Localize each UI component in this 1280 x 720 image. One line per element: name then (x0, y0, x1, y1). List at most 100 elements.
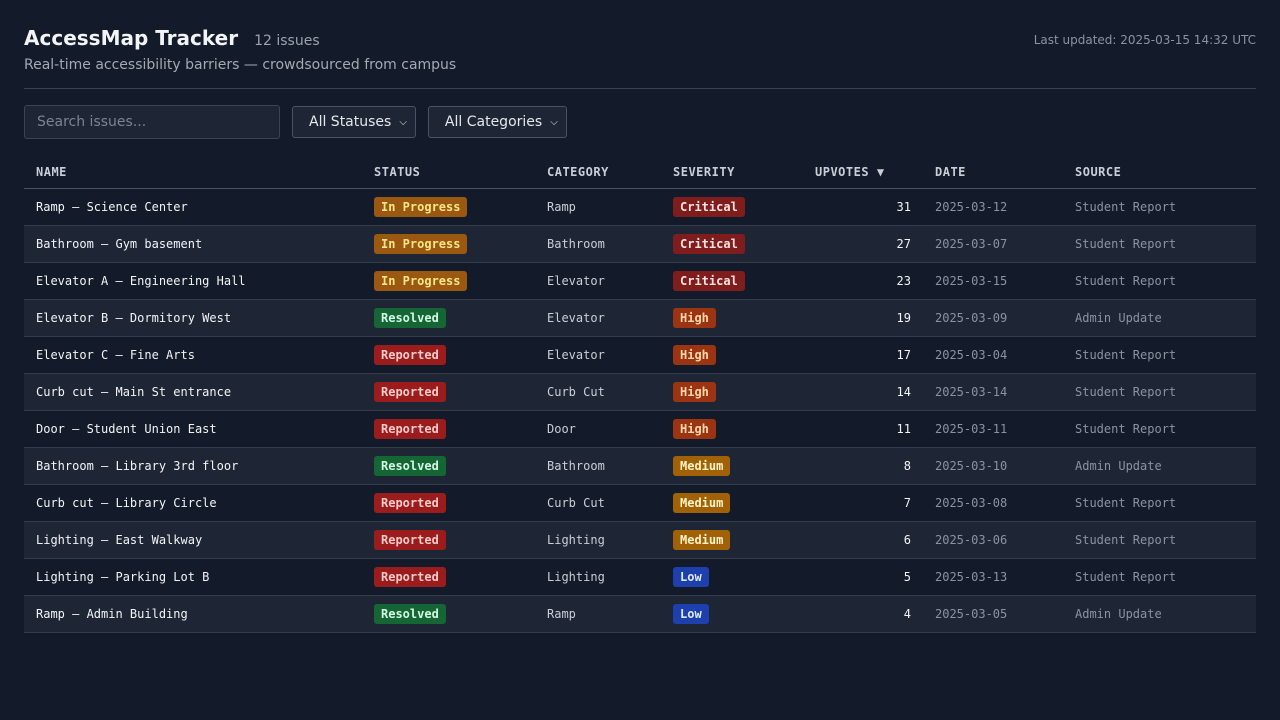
app-root: AccessMap Tracker 12 issues Last updated… (24, 0, 1256, 633)
search-input[interactable] (24, 105, 280, 139)
issue-source: Student Report (1063, 558, 1256, 596)
status-cell: Resolved (362, 299, 535, 337)
status-cell: Reported (362, 410, 535, 448)
issue-date: 2025-03-06 (923, 521, 1063, 559)
issue-name: Elevator C – Fine Arts (24, 336, 362, 374)
status-badge: In Progress (374, 197, 468, 217)
issue-category: Elevator (535, 336, 661, 374)
table-row[interactable]: Door – Student Union East Reported Door Hig… (24, 410, 1256, 448)
chevron-down-icon: ⌵ (399, 116, 407, 128)
column-header-date[interactable]: DATE (923, 155, 1063, 189)
issue-category: Ramp (535, 595, 661, 633)
page-header: AccessMap Tracker 12 issues Last updated… (24, 0, 1256, 89)
category-filter-select[interactable]: All Categories ⌵ (427, 106, 567, 138)
upvote-count: 6 (803, 521, 923, 559)
status-badge: In Progress (374, 271, 468, 291)
severity-cell: Low (661, 595, 803, 633)
issue-name: Curb cut – Main St entrance (24, 373, 362, 411)
issue-count: 12 issues (254, 33, 320, 49)
severity-badge: Low (673, 604, 709, 624)
column-header-category[interactable]: CATEGORY (535, 155, 661, 189)
issue-name: Ramp – Science Center (24, 188, 362, 226)
column-header-name[interactable]: NAME (24, 155, 362, 189)
issue-source: Student Report (1063, 188, 1256, 226)
severity-cell: High (661, 373, 803, 411)
severity-cell: Critical (661, 188, 803, 226)
column-header-status[interactable]: STATUS (362, 155, 535, 189)
severity-cell: Critical (661, 225, 803, 263)
last-updated-timestamp: Last updated: 2025-03-15 14:32 UTC (1033, 33, 1256, 47)
issue-source: Student Report (1063, 373, 1256, 411)
severity-cell: Low (661, 558, 803, 596)
severity-cell: Medium (661, 484, 803, 522)
issue-name: Elevator A – Engineering Hall (24, 262, 362, 300)
severity-badge: Critical (673, 234, 745, 254)
upvote-count: 23 (803, 262, 923, 300)
issue-category: Elevator (535, 262, 661, 300)
status-cell: Reported (362, 484, 535, 522)
table-row[interactable]: Ramp – Science Center In Progress Ramp Crit… (24, 188, 1256, 226)
status-badge: Reported (374, 530, 446, 550)
upvote-count: 19 (803, 299, 923, 337)
table-header-row: NAME STATUS CATEGORY SEVERITY UPVOTES ▼ … (24, 155, 1256, 189)
issue-category: Lighting (535, 558, 661, 596)
status-badge: Resolved (374, 456, 446, 476)
status-badge: Reported (374, 419, 446, 439)
issue-category: Bathroom (535, 225, 661, 263)
upvote-count: 8 (803, 447, 923, 485)
severity-badge: High (673, 345, 716, 365)
upvote-count: 17 (803, 336, 923, 374)
column-header-upvotes[interactable]: UPVOTES ▼ (803, 155, 923, 189)
severity-badge: High (673, 382, 716, 402)
issue-date: 2025-03-07 (923, 225, 1063, 263)
status-badge: Resolved (374, 308, 446, 328)
severity-badge: High (673, 308, 716, 328)
severity-cell: Medium (661, 447, 803, 485)
issue-category: Curb Cut (535, 484, 661, 522)
column-header-source[interactable]: SOURCE (1063, 155, 1256, 189)
table-row[interactable]: Elevator C – Fine Arts Reported Elevator Hi… (24, 336, 1256, 374)
table-row[interactable]: Lighting – Parking Lot B Reported Lighting… (24, 558, 1256, 596)
issue-source: Admin Update (1063, 595, 1256, 633)
status-badge: In Progress (374, 234, 468, 254)
issue-date: 2025-03-09 (923, 299, 1063, 337)
issues-table: NAME STATUS CATEGORY SEVERITY UPVOTES ▼ … (24, 155, 1256, 633)
status-cell: Reported (362, 558, 535, 596)
table-row[interactable]: Ramp – Admin Building Resolved Ramp Low 4 202… (24, 595, 1256, 633)
upvote-count: 11 (803, 410, 923, 448)
table-row[interactable]: Lighting – East Walkway Reported Lighting M… (24, 521, 1256, 559)
upvote-count: 4 (803, 595, 923, 633)
table-row[interactable]: Curb cut – Library Circle Reported Curb Cu… (24, 484, 1256, 522)
severity-cell: Medium (661, 521, 803, 559)
issue-category: Lighting (535, 521, 661, 559)
table-row[interactable]: Elevator B – Dormitory West Resolved Eleva… (24, 299, 1256, 337)
status-filter-select[interactable]: All Statuses ⌵ (292, 106, 416, 138)
severity-cell: High (661, 410, 803, 448)
issue-name: Bathroom – Library 3rd floor (24, 447, 362, 485)
issue-date: 2025-03-08 (923, 484, 1063, 522)
issue-source: Student Report (1063, 410, 1256, 448)
status-badge: Resolved (374, 604, 446, 624)
status-cell: Resolved (362, 447, 535, 485)
status-filter-value: All Statuses (309, 114, 392, 130)
column-header-severity[interactable]: SEVERITY (661, 155, 803, 189)
title-row: AccessMap Tracker 12 issues (24, 26, 320, 50)
issue-date: 2025-03-10 (923, 447, 1063, 485)
table-row[interactable]: Elevator A – Engineering Hall In Progress… (24, 262, 1256, 300)
table-row[interactable]: Bathroom – Library 3rd floor Resolved Bath… (24, 447, 1256, 485)
table-row[interactable]: Curb cut – Main St entrance Reported Curb … (24, 373, 1256, 411)
status-cell: In Progress (362, 188, 535, 226)
issue-category: Door (535, 410, 661, 448)
severity-badge: Low (673, 567, 709, 587)
status-cell: In Progress (362, 225, 535, 263)
status-badge: Reported (374, 345, 446, 365)
issue-name: Door – Student Union East (24, 410, 362, 448)
table-row[interactable]: Bathroom – Gym basement In Progress Bathro… (24, 225, 1256, 263)
issue-category: Bathroom (535, 447, 661, 485)
filter-bar: All Statuses ⌵ All Categories ⌵ (24, 105, 1256, 139)
status-cell: In Progress (362, 262, 535, 300)
upvote-count: 14 (803, 373, 923, 411)
issue-name: Elevator B – Dormitory West (24, 299, 362, 337)
app-title: AccessMap Tracker (24, 26, 239, 50)
status-cell: Reported (362, 336, 535, 374)
